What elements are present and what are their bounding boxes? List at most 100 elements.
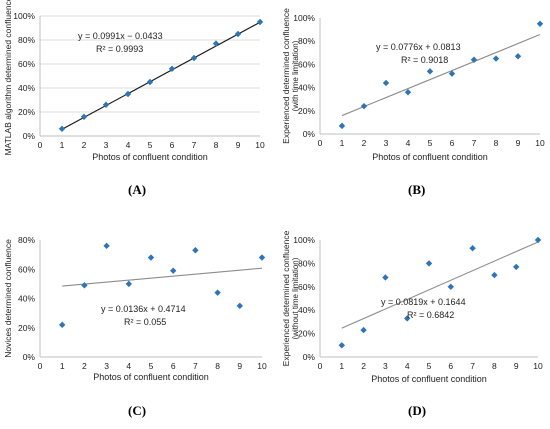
panel-a-chart: 0% 20% 40% 60% 80% 100% 0 1 2 3 4 5 6 7 8 9 10 Photos of …	[3, 0, 265, 162]
x-tick-label: 2	[82, 361, 87, 371]
x-tick-label: 0	[318, 138, 323, 148]
y-axis-label: MATLAB algorithm determined confluence	[3, 0, 13, 156]
x-tick-label: 6	[450, 138, 455, 148]
x-tick-label: 1	[339, 361, 344, 371]
data-point	[125, 280, 132, 288]
y-tick-label: 40%	[298, 305, 315, 315]
panel-letter-a: (A)	[128, 182, 147, 197]
data-point	[338, 122, 346, 130]
x-tick-label: 4	[405, 361, 410, 371]
y-tick-label: 60%	[298, 59, 315, 69]
trend-equation: y = 0.0991x − 0.0433	[78, 31, 163, 41]
data-point	[469, 244, 476, 252]
x-tick-label: 8	[492, 361, 497, 371]
panel-b-chart: 0% 20% 40% 60% 80% 100% 0 1 2 3 4 5 6 7 8 9 10 Photos of …	[281, 8, 545, 162]
y-tick-label: 100%	[13, 11, 35, 21]
x-tick-label: 5	[148, 140, 153, 150]
data-point	[190, 54, 198, 62]
x-tick-label: 1	[60, 361, 65, 371]
data-point	[81, 282, 88, 289]
r-squared: R² = 0.055	[124, 317, 166, 327]
y-tick-label: 80%	[298, 258, 315, 268]
data-point	[447, 283, 454, 290]
y-tick-label: 80%	[18, 35, 35, 45]
x-tick-label: 8	[494, 138, 499, 148]
x-tick-label: 9	[236, 140, 241, 150]
data-point	[192, 247, 199, 254]
x-axis-label: Photos of confluent condition	[371, 374, 487, 384]
y-tick-label: 0%	[303, 129, 316, 139]
y-tick-label: 80%	[298, 36, 315, 46]
x-tick-label: 9	[237, 361, 242, 371]
data-point	[234, 30, 242, 38]
data-point	[258, 254, 266, 261]
data-point	[146, 78, 154, 86]
data-point	[168, 65, 176, 72]
data-point	[426, 68, 434, 75]
x-tick-label: 5	[427, 361, 432, 371]
y-tick-label: 80%	[18, 235, 35, 245]
x-tick-label: 9	[516, 138, 521, 148]
x-tick-label: 4	[406, 138, 411, 148]
x-axis-label: Photos of confluent condition	[93, 372, 209, 382]
panel-d-chart: 0% 20% 40% 60% 80% 100% 0 1 2 3 4 5 6 7 8 9 10 Photos of …	[281, 230, 543, 384]
data-point	[338, 342, 345, 349]
r-squared: R² = 0.6842	[407, 310, 454, 320]
data-point	[448, 70, 456, 77]
y-tick-label: 40%	[18, 294, 35, 304]
panel-letter-b: (B)	[408, 182, 426, 197]
y-tick-label: 0%	[303, 352, 316, 362]
y-tick-label: 20%	[298, 106, 315, 116]
x-tick-label: 2	[82, 140, 87, 150]
y-tick-label: 100%	[293, 235, 315, 245]
data-point	[425, 260, 433, 267]
x-tick-label: 3	[383, 361, 388, 371]
y-tick-label: 40%	[18, 83, 35, 93]
y-tick-label: 20%	[18, 107, 35, 117]
x-tick-label: 10	[257, 361, 267, 371]
data-point	[470, 56, 478, 63]
y-tick-label: 20%	[298, 329, 315, 339]
x-tick-label: 10	[255, 140, 265, 150]
x-tick-label: 2	[361, 361, 366, 371]
x-axis-label: Photos of confluent condition	[92, 152, 208, 162]
y-axis-label: Novices determined confluence	[3, 239, 13, 358]
x-tick-label: 3	[384, 138, 389, 148]
y-axis-label-sub: (with time limitation)	[291, 40, 300, 111]
y-axis-label-sub: (without time limitation)	[291, 257, 300, 339]
data-point	[536, 20, 544, 27]
x-tick-label: 6	[171, 361, 176, 371]
y-tick-label: 40%	[298, 83, 315, 93]
x-tick-label: 7	[470, 361, 475, 371]
x-tick-label: 7	[192, 140, 197, 150]
data-point	[404, 315, 411, 322]
x-tick-label: 0	[38, 140, 43, 150]
data-point	[492, 55, 500, 62]
data-point	[80, 113, 88, 120]
x-tick-label: 1	[340, 138, 345, 148]
data-point	[360, 326, 367, 334]
trend-equation: y = 0.0136x + 0.4714	[101, 304, 186, 314]
data-point	[404, 89, 412, 96]
panel-letter-c: (C)	[128, 403, 147, 418]
data-point	[382, 274, 389, 281]
data-point	[256, 18, 264, 26]
x-tick-label: 1	[60, 140, 65, 150]
r-squared: R² = 0.9018	[401, 55, 448, 65]
data-point	[514, 53, 522, 60]
trend-equation: y = 0.0776x + 0.0813	[376, 42, 461, 52]
trendline	[62, 267, 263, 287]
x-tick-label: 0	[38, 361, 43, 371]
x-tick-label: 8	[215, 361, 220, 371]
data-point	[214, 289, 221, 296]
r-squared: R² = 0.9993	[96, 44, 143, 54]
data-point	[236, 302, 243, 310]
x-tick-label: 10	[533, 361, 543, 371]
y-axis-label: Experienced determined confluence	[281, 8, 291, 144]
y-tick-label: 0%	[23, 352, 36, 362]
trendline	[341, 34, 541, 117]
panel-letter-d: (D)	[408, 403, 427, 418]
data-point	[102, 101, 110, 108]
y-tick-label: 100%	[293, 13, 315, 23]
